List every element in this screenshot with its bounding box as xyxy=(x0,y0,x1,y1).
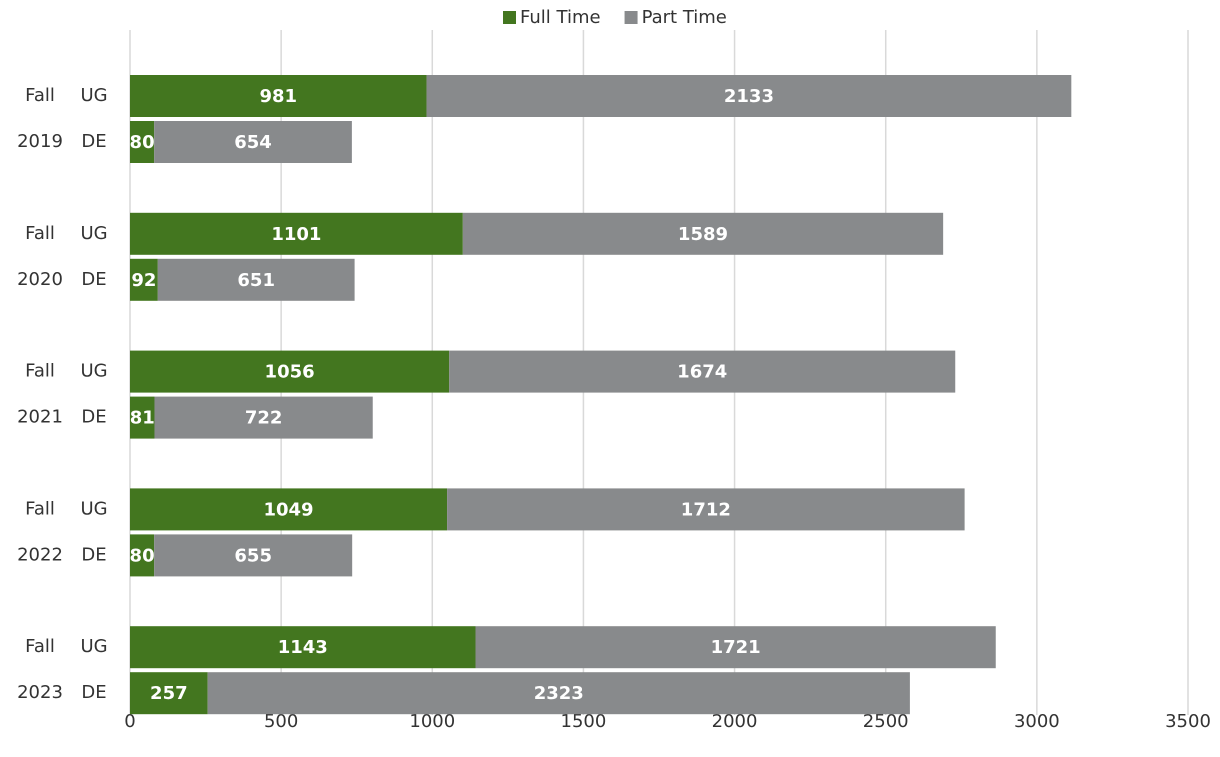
value-label: 2133 xyxy=(724,86,774,107)
bar-segment xyxy=(154,396,373,439)
bar-segment xyxy=(449,350,956,393)
group-label: Fall xyxy=(25,223,55,244)
group-label: Fall xyxy=(25,636,55,657)
group-label: Fall xyxy=(25,361,55,382)
bar-segment xyxy=(475,626,996,669)
bar-segment xyxy=(207,672,910,715)
bar-segment xyxy=(130,258,158,301)
group-label: 2019 xyxy=(17,131,63,152)
x-tick-label: 3500 xyxy=(1165,711,1211,732)
bar-segment xyxy=(157,258,355,301)
value-label: 1056 xyxy=(265,362,315,383)
group-label: 2023 xyxy=(17,682,63,703)
bar-segment xyxy=(462,212,944,255)
category-label: UG xyxy=(80,85,107,106)
legend-swatch xyxy=(503,11,516,24)
bar-segment xyxy=(130,396,155,439)
x-tick-label: 3000 xyxy=(1014,711,1060,732)
category-label: DE xyxy=(81,269,106,290)
value-label: 1674 xyxy=(677,362,727,383)
bar-segment xyxy=(130,672,208,715)
value-label: 2323 xyxy=(534,683,584,704)
bar-segment xyxy=(154,121,352,163)
value-label: 1721 xyxy=(711,637,761,658)
x-tick-label: 1500 xyxy=(561,711,607,732)
value-label: 1589 xyxy=(678,224,728,245)
group-label: Fall xyxy=(25,498,55,519)
value-label: 1049 xyxy=(263,499,313,520)
bar-segment xyxy=(130,121,155,163)
value-label: 1101 xyxy=(271,224,321,245)
category-label: DE xyxy=(81,544,106,565)
category-label: UG xyxy=(80,498,107,519)
category-label: UG xyxy=(80,361,107,382)
value-label: 80 xyxy=(130,132,155,153)
value-label: 654 xyxy=(234,132,272,153)
category-label: DE xyxy=(81,131,106,152)
value-label: 80 xyxy=(130,545,155,566)
bar-segment xyxy=(130,212,463,255)
value-label: 257 xyxy=(150,683,188,704)
category-label: DE xyxy=(81,407,106,428)
value-label: 981 xyxy=(259,86,297,107)
x-tick-label: 2500 xyxy=(863,711,909,732)
x-tick-label: 1000 xyxy=(409,711,455,732)
group-label: 2021 xyxy=(17,407,63,428)
value-label: 651 xyxy=(237,270,275,291)
value-label: 655 xyxy=(234,545,272,566)
group-label: 2020 xyxy=(17,269,63,290)
bar-segment xyxy=(154,534,353,577)
bar-segment xyxy=(130,75,427,117)
value-label: 722 xyxy=(245,408,283,429)
bar-segment xyxy=(130,488,448,531)
bar-segment xyxy=(130,534,155,577)
value-label: 92 xyxy=(131,270,156,291)
legend-swatch xyxy=(624,11,638,24)
category-label: UG xyxy=(80,636,107,657)
x-tick-label: 2000 xyxy=(712,711,758,732)
group-label: 2022 xyxy=(17,544,63,565)
category-label: DE xyxy=(81,682,106,703)
bar-segment xyxy=(426,75,1072,117)
group-label: Fall xyxy=(25,85,55,106)
legend-label: Part Time xyxy=(642,7,727,28)
value-label: 81 xyxy=(130,408,155,429)
category-label: UG xyxy=(80,223,107,244)
x-tick-label: 500 xyxy=(264,711,298,732)
bar-segment xyxy=(447,488,965,531)
bar-segment xyxy=(130,626,476,669)
bar-segment xyxy=(130,350,450,393)
x-tick-label: 0 xyxy=(124,711,135,732)
value-label: 1143 xyxy=(278,637,328,658)
value-label: 1712 xyxy=(681,499,731,520)
legend-label: Full Time xyxy=(520,7,601,28)
